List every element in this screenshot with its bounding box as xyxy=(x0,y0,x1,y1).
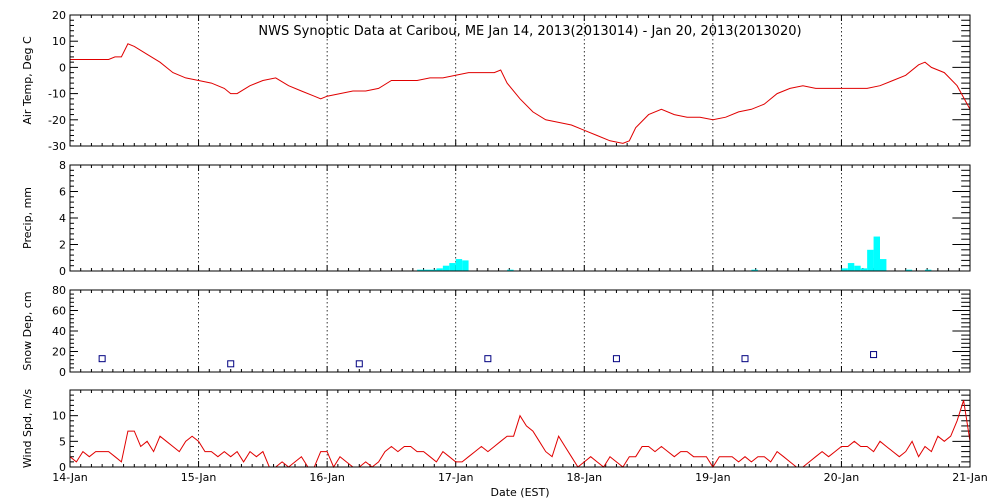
precip-bar xyxy=(854,265,861,271)
plot-frame xyxy=(69,389,971,468)
y-axis-label: Air Temp, Deg C xyxy=(21,36,34,125)
precip-bar xyxy=(462,260,469,271)
snow-depth-point xyxy=(355,360,363,368)
x-tick-label: 17-Jan xyxy=(438,471,474,484)
wind-speed-line xyxy=(69,400,971,469)
precip-bar xyxy=(507,269,514,271)
x-tick-label: 20-Jan xyxy=(824,471,860,484)
y-tick-label: -30 xyxy=(48,140,66,153)
x-tick-label: 16-Jan xyxy=(309,471,345,484)
snow-depth-point xyxy=(484,355,492,363)
plot-frame xyxy=(69,14,971,147)
x-tick-label: 18-Jan xyxy=(567,471,603,484)
y-axis-label: Wind Spd, m/s xyxy=(21,389,34,469)
precip-bar xyxy=(905,269,913,271)
precip-bar xyxy=(847,263,855,271)
y-tick-label: 8 xyxy=(59,159,66,172)
precip-bar xyxy=(449,263,456,271)
panel-precip: 0 2 4 6 8 Precip, mm xyxy=(21,159,971,278)
panel-snow-depth: 0 20 40 60 80 Snow Dep, cm xyxy=(21,284,971,379)
precip-bar xyxy=(751,269,758,271)
plot-frame xyxy=(69,289,971,373)
precip-bar xyxy=(423,269,430,271)
y-tick-label: 0 xyxy=(59,366,66,379)
y-tick-label: 40 xyxy=(52,325,66,338)
chart-title: NWS Synoptic Data at Caribou, ME Jan 14,… xyxy=(258,24,801,39)
panel-air-temp: -30 -20 -10 0 10 20 Air Temp, Deg C xyxy=(21,9,971,153)
x-axis: 14-Jan 15-Jan 16-Jan 17-Jan 18-Jan 19-Jan 20-J… xyxy=(52,471,988,484)
snow-depth-point xyxy=(741,355,749,363)
precip-bar xyxy=(841,268,848,271)
snow-depth-point xyxy=(98,355,106,363)
y-tick-label: 0 xyxy=(59,61,66,74)
y-tick-label: 60 xyxy=(52,305,66,318)
panels-group: -30 -20 -10 0 10 20 Air Temp, Deg C 0 2 4 6 8 Precip… xyxy=(21,9,971,474)
y-tick-label: 2 xyxy=(59,239,66,252)
y-tick-label: 5 xyxy=(59,435,66,448)
precip-bar xyxy=(867,249,874,271)
y-tick-label: 10 xyxy=(52,410,66,423)
precip-bar xyxy=(417,269,424,271)
x-tick-label: 15-Jan xyxy=(181,471,217,484)
x-tick-label: 21-Jan xyxy=(952,471,988,484)
x-axis-label: Date (EST) xyxy=(490,486,549,499)
precip-bar xyxy=(873,236,880,271)
precip-bar xyxy=(436,268,443,271)
y-axis-label: Precip, mm xyxy=(21,187,34,249)
precip-bar xyxy=(925,269,932,271)
y-tick-label: 20 xyxy=(52,9,66,22)
precip-bar xyxy=(880,259,887,271)
air-temp-line xyxy=(70,43,971,144)
precip-bar xyxy=(860,268,868,271)
y-tick-label: 20 xyxy=(52,346,66,359)
precip-bar xyxy=(442,265,450,271)
snow-depth-point xyxy=(612,355,620,363)
y-tick-label: 10 xyxy=(52,35,66,48)
y-tick-label: 0 xyxy=(59,461,66,474)
y-axis-label: Snow Dep, cm xyxy=(21,291,34,370)
x-tick-label: 19-Jan xyxy=(695,471,731,484)
y-tick-label: 6 xyxy=(59,186,66,199)
y-tick-label: -20 xyxy=(48,114,66,127)
x-tick-label: 14-Jan xyxy=(52,471,88,484)
precip-bar xyxy=(430,269,437,271)
y-tick-label: 4 xyxy=(59,212,66,225)
y-tick-label: 80 xyxy=(52,284,66,297)
y-tick-label: -10 xyxy=(48,88,66,101)
y-tick-label: 0 xyxy=(59,265,66,278)
snow-depth-point xyxy=(227,360,235,368)
snow-depth-point xyxy=(870,351,878,359)
precip-bar xyxy=(455,259,463,271)
panel-wind-speed: 0 5 10 Wind Spd, m/s xyxy=(21,389,971,474)
plot-frame xyxy=(69,164,971,272)
